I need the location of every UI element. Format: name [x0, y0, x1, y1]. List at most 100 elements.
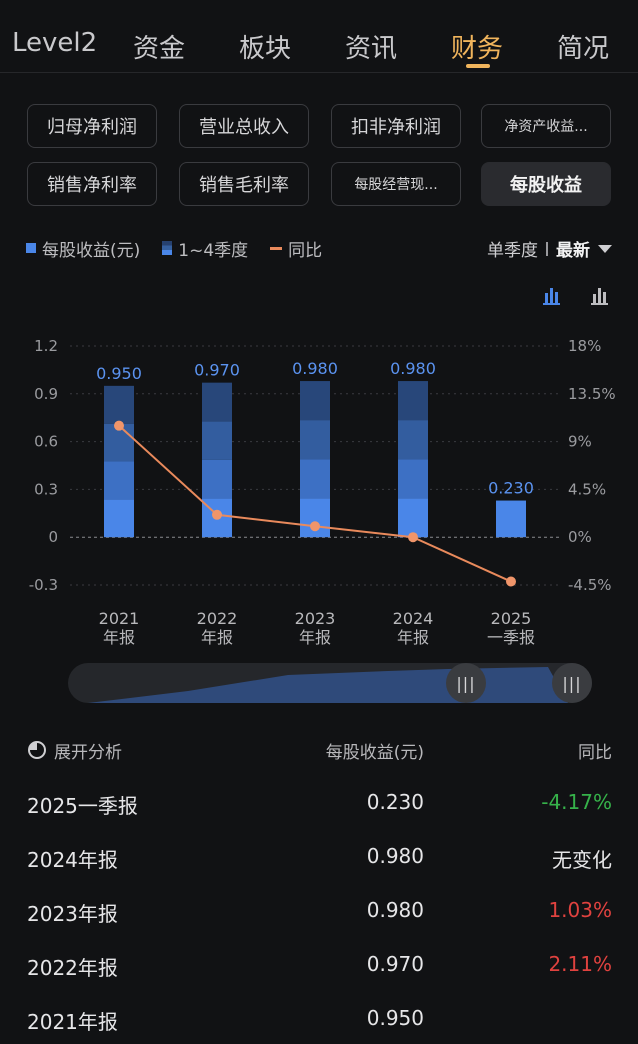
period-latest-label[interactable]: 最新 [556, 241, 590, 261]
tab-sector[interactable]: 板块 [239, 34, 292, 64]
bar [496, 500, 526, 538]
legend-eps-label: 每股收益(元) [42, 240, 141, 261]
row-yoy-value: -4.17% [541, 790, 612, 814]
tab-level2[interactable]: Level2 [12, 28, 98, 58]
table-row[interactable]: 2021年报 0.950 [0, 998, 638, 1038]
x-tick-label: 一季报 [487, 628, 535, 647]
legend-yoy[interactable]: 同比 [270, 236, 322, 261]
y-right-tick-label: 13.5% [568, 385, 616, 403]
top-tab-bar: Level2 资金 板块 资讯 财务 简况 [0, 0, 638, 73]
x-tick-label: 2021 [99, 609, 140, 628]
y-left-tick-label: -0.3 [29, 576, 58, 594]
legend-quarters-swatch [162, 241, 173, 255]
metric-net-margin-button[interactable]: 销售净利率 [27, 162, 157, 206]
x-tick-label: 2024 [393, 609, 434, 628]
bar-segment-q3 [398, 420, 428, 460]
legend-quarters[interactable]: 1~4季度 [162, 236, 248, 261]
metric-total-revenue-button[interactable]: 营业总收入 [179, 104, 309, 148]
bar-segment-q3 [300, 420, 330, 460]
y-left-tick-label: 0.9 [34, 385, 58, 403]
row-period: 2023年报 [27, 902, 118, 926]
y-left-tick-label: 0 [48, 528, 58, 546]
chart-legend: 每股收益(元) 1~4季度 同比 [26, 236, 344, 261]
tab-finance[interactable]: 财务 [451, 34, 504, 64]
pie-analysis-icon[interactable] [27, 740, 47, 760]
range-slider-right-handle[interactable]: ||| [552, 663, 592, 703]
x-tick-label: 2023 [295, 609, 336, 628]
table-row[interactable]: 2024年报 0.980 无变化 [0, 836, 638, 876]
period-separator [546, 241, 548, 256]
bar-segment-q2 [398, 459, 428, 499]
bar-segment-q1 [300, 498, 330, 538]
row-yoy-value: 1.03% [548, 898, 612, 922]
table-row[interactable]: 2022年报 0.970 2.11% [0, 944, 638, 984]
row-eps-value: 0.950 [366, 1006, 424, 1030]
bar-segment-q3 [202, 421, 232, 460]
row-eps-value: 0.980 [366, 898, 424, 922]
chart-labels: 1.2 18% 0.9 13.5% 0.6 9% 0.3 4.5% 0 0% -0.3 -4.5% 0.… [29, 337, 616, 647]
legend-eps[interactable]: 每股收益(元) [26, 236, 140, 261]
bar-value-label: 0.230 [488, 479, 534, 498]
y-right-tick-label: 9% [568, 433, 592, 451]
chevron-down-icon[interactable] [598, 244, 612, 253]
y-right-tick-label: 18% [568, 337, 601, 355]
metric-eps-button[interactable]: 每股收益 [481, 162, 611, 206]
bar-value-label: 0.980 [292, 359, 338, 378]
column-header-eps: 每股收益(元) [325, 743, 424, 763]
bar-segment-q2 [104, 461, 134, 500]
y-left-tick-label: 0.3 [34, 480, 58, 498]
row-period: 2021年报 [27, 1010, 118, 1034]
metric-roe-button[interactable]: 净资产收益... [481, 104, 611, 148]
legend-yoy-label: 同比 [288, 240, 323, 261]
range-slider-preview [88, 667, 568, 703]
bar-chart-icon[interactable] [543, 288, 560, 305]
chart-grid [70, 345, 560, 586]
bar-segment-q4 [104, 385, 134, 424]
y-right-tick-label: 4.5% [568, 480, 606, 498]
legend-eps-swatch [26, 243, 36, 253]
chart-bars [104, 381, 526, 538]
chart-type-switcher [543, 288, 608, 305]
yoy-point [310, 521, 320, 532]
metric-deducted-profit-button[interactable]: 扣非净利润 [331, 104, 461, 148]
bar-segment-q4 [202, 382, 232, 422]
x-tick-label: 2022 [197, 609, 238, 628]
bar-segment-q1 [104, 499, 134, 538]
bar-value-label: 0.970 [194, 361, 240, 380]
y-right-tick-label: 0% [568, 528, 592, 546]
x-tick-label: 年报 [397, 628, 429, 647]
column-header-yoy: 同比 [578, 743, 612, 763]
metric-gross-margin-button[interactable]: 销售毛利率 [179, 162, 309, 206]
bar-segment-q2 [202, 459, 232, 499]
yoy-point [212, 509, 222, 520]
tab-profile[interactable]: 简况 [557, 34, 610, 64]
bar-value-label: 0.950 [96, 364, 142, 383]
yoy-point [114, 420, 124, 431]
table-row[interactable]: 2023年报 0.980 1.03% [0, 890, 638, 930]
period-mode-label[interactable]: 单季度 [487, 241, 538, 261]
table-row[interactable]: 2025一季报 0.230 -4.17% [0, 782, 638, 822]
bar-segment-q1 [398, 498, 428, 538]
column-chart-icon[interactable] [591, 288, 608, 305]
row-period: 2025一季报 [27, 794, 138, 818]
table-header: 展开分析 每股收益(元) 同比 [0, 736, 638, 766]
bar-segment-q2 [300, 459, 330, 499]
x-tick-label: 年报 [103, 628, 135, 647]
active-tab-indicator [466, 64, 490, 68]
range-slider-track[interactable] [68, 663, 592, 703]
tab-news[interactable]: 资讯 [345, 34, 398, 64]
tab-capital[interactable]: 资金 [133, 34, 186, 64]
yoy-point [506, 576, 516, 587]
period-selector[interactable]: 单季度 最新 [487, 236, 612, 261]
metric-operating-cash-button[interactable]: 每股经营现... [331, 162, 461, 206]
metric-net-profit-button[interactable]: 归母净利润 [27, 104, 157, 148]
y-left-tick-label: 1.2 [34, 337, 58, 355]
yoy-point [408, 532, 418, 543]
row-eps-value: 0.980 [366, 844, 424, 868]
y-left-tick-label: 0.6 [34, 433, 58, 451]
range-slider-left-handle[interactable]: ||| [446, 663, 486, 703]
expand-analysis-link[interactable]: 展开分析 [54, 743, 122, 763]
row-yoy-value: 无变化 [552, 848, 612, 872]
row-period: 2024年报 [27, 848, 118, 872]
bar-value-label: 0.980 [390, 359, 436, 378]
